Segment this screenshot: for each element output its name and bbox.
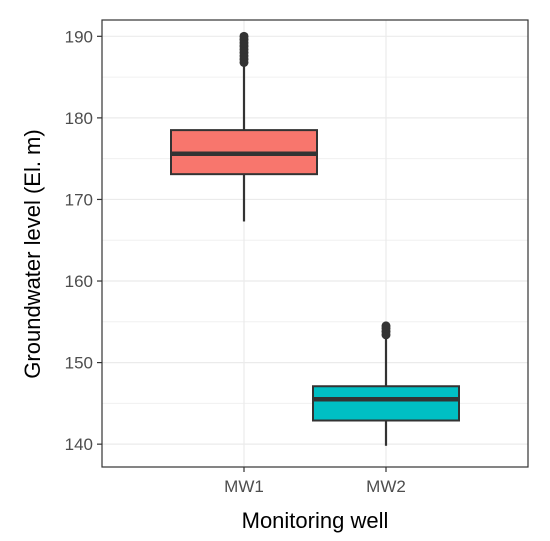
y-tick-label: 180 xyxy=(65,109,93,128)
panel-border xyxy=(101,19,529,468)
x-axis-ticks: MW1 MW2 xyxy=(224,467,406,496)
x-tick-label: MW2 xyxy=(366,477,406,496)
y-tick-label: 150 xyxy=(65,354,93,373)
grid-minor xyxy=(102,76,528,404)
boxes xyxy=(170,31,460,446)
y-tick-label: 160 xyxy=(65,272,93,291)
outlier-point xyxy=(239,31,249,41)
x-tick-label: MW1 xyxy=(224,477,264,496)
y-tick-label: 170 xyxy=(65,190,93,209)
box-mw2 xyxy=(312,321,460,446)
outlier-point xyxy=(381,321,391,331)
y-tick-label: 190 xyxy=(65,27,93,46)
y-axis-title: Groundwater level (El. m) xyxy=(20,129,45,378)
box-mw1 xyxy=(170,31,318,222)
box-iqr xyxy=(312,385,460,422)
y-tick-label: 140 xyxy=(65,435,93,454)
y-axis-ticks: 140 150 160 170 180 190 xyxy=(65,27,102,454)
x-axis-title: Monitoring well xyxy=(242,508,389,533)
